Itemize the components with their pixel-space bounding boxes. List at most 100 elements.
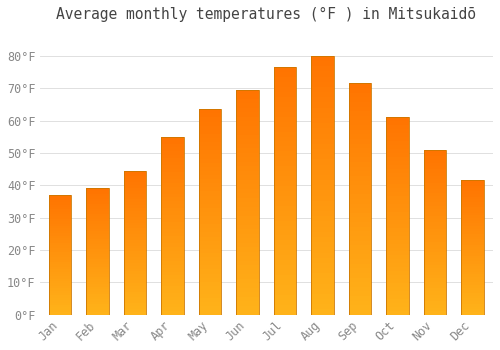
Bar: [124, 223, 146, 225]
Bar: [424, 173, 446, 176]
Bar: [274, 310, 296, 315]
Bar: [199, 142, 222, 146]
Bar: [274, 280, 296, 285]
Bar: [124, 286, 146, 289]
Bar: [124, 194, 146, 197]
Bar: [236, 265, 259, 270]
Bar: [461, 204, 483, 207]
Bar: [86, 267, 109, 269]
Bar: [312, 103, 334, 108]
Bar: [386, 279, 408, 283]
Bar: [124, 234, 146, 237]
Bar: [86, 204, 109, 206]
Bar: [312, 139, 334, 144]
Bar: [349, 88, 372, 93]
Bar: [274, 275, 296, 280]
Bar: [312, 289, 334, 294]
Bar: [274, 181, 296, 186]
Bar: [236, 126, 259, 130]
Bar: [461, 272, 483, 274]
Bar: [312, 128, 334, 134]
Bar: [424, 212, 446, 216]
Bar: [86, 216, 109, 219]
Bar: [49, 200, 72, 202]
Bar: [236, 162, 259, 166]
Bar: [236, 296, 259, 301]
Bar: [312, 61, 334, 66]
Bar: [49, 272, 72, 274]
Bar: [274, 72, 296, 77]
Bar: [312, 190, 334, 196]
Bar: [312, 66, 334, 71]
Bar: [124, 182, 146, 185]
Bar: [49, 262, 72, 264]
Bar: [349, 217, 372, 222]
Bar: [86, 249, 109, 252]
Bar: [461, 264, 483, 266]
Bar: [236, 211, 259, 216]
Bar: [424, 225, 446, 229]
Bar: [49, 224, 72, 226]
Bar: [199, 130, 222, 134]
Bar: [424, 301, 446, 305]
Bar: [124, 174, 146, 176]
Bar: [162, 194, 184, 197]
Bar: [86, 289, 109, 292]
Bar: [312, 232, 334, 237]
Bar: [461, 218, 483, 220]
Bar: [349, 204, 372, 208]
Bar: [386, 196, 408, 200]
Bar: [124, 202, 146, 205]
Bar: [461, 285, 483, 288]
Bar: [86, 221, 109, 224]
Bar: [236, 157, 259, 162]
Bar: [349, 171, 372, 176]
Bar: [274, 236, 296, 240]
Bar: [312, 222, 334, 227]
Bar: [162, 190, 184, 194]
Bar: [199, 253, 222, 257]
Bar: [162, 254, 184, 258]
Bar: [49, 195, 72, 197]
Bar: [49, 245, 72, 247]
Bar: [386, 117, 408, 121]
Bar: [274, 255, 296, 260]
Bar: [49, 286, 72, 288]
Bar: [49, 295, 72, 298]
Bar: [162, 265, 184, 268]
Bar: [424, 199, 446, 202]
Bar: [162, 187, 184, 190]
Bar: [461, 234, 483, 237]
Bar: [386, 176, 408, 181]
Bar: [162, 180, 184, 183]
Bar: [49, 219, 72, 221]
Bar: [199, 163, 222, 167]
Bar: [199, 171, 222, 175]
Bar: [349, 134, 372, 139]
Bar: [386, 216, 408, 220]
Bar: [124, 309, 146, 312]
Bar: [349, 83, 372, 315]
Bar: [424, 189, 446, 193]
Bar: [461, 280, 483, 282]
Bar: [424, 255, 446, 259]
Bar: [461, 231, 483, 234]
Bar: [49, 238, 72, 240]
Bar: [124, 268, 146, 271]
Bar: [49, 209, 72, 212]
Bar: [424, 216, 446, 219]
Bar: [349, 310, 372, 315]
Bar: [349, 83, 372, 88]
Bar: [274, 231, 296, 236]
Bar: [461, 183, 483, 186]
Bar: [424, 196, 446, 199]
Bar: [86, 292, 109, 294]
Bar: [162, 268, 184, 272]
Bar: [199, 154, 222, 159]
Bar: [236, 175, 259, 180]
Bar: [124, 228, 146, 231]
Bar: [199, 290, 222, 294]
Bar: [349, 268, 372, 273]
Bar: [199, 134, 222, 138]
Bar: [386, 251, 408, 256]
